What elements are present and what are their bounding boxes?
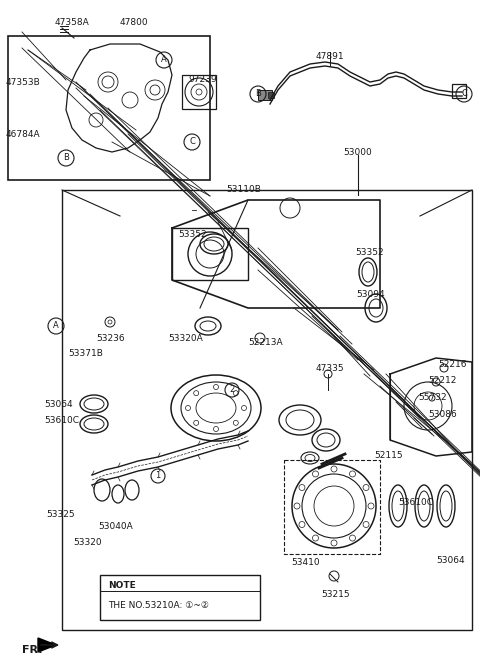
Text: 53094: 53094 (356, 290, 384, 299)
Text: A: A (53, 321, 59, 331)
Text: 53086: 53086 (428, 410, 457, 419)
Text: 47891: 47891 (316, 52, 344, 61)
Text: 53236: 53236 (96, 334, 125, 343)
Text: 46784A: 46784A (6, 130, 41, 139)
Text: FR.: FR. (22, 645, 43, 655)
Text: 53325: 53325 (46, 510, 74, 519)
Text: 47358A: 47358A (55, 18, 90, 27)
Text: 53040A: 53040A (98, 522, 133, 531)
Bar (268, 92, 274, 98)
Text: 1: 1 (156, 472, 161, 480)
Bar (8, 36, 210, 180)
Text: 97239: 97239 (188, 75, 216, 84)
Text: 53064: 53064 (436, 556, 465, 565)
Bar (452, 84, 466, 98)
Bar (100, 575, 260, 620)
Bar (172, 228, 248, 280)
Text: 47335: 47335 (316, 364, 345, 373)
Text: 53371B: 53371B (68, 349, 103, 358)
Text: 53352: 53352 (355, 248, 384, 257)
Text: THE NO.53210A: ①~②: THE NO.53210A: ①~② (108, 601, 209, 609)
Bar (258, 90, 272, 100)
Text: 55732: 55732 (418, 393, 446, 402)
Text: 53320A: 53320A (168, 334, 204, 343)
Text: 53215: 53215 (322, 590, 350, 599)
Text: 47353B: 47353B (6, 78, 41, 87)
Text: 2: 2 (229, 385, 235, 395)
Text: 47800: 47800 (120, 18, 149, 27)
Bar (62, 190, 472, 630)
Text: NOTE: NOTE (108, 580, 136, 589)
Text: 52212: 52212 (428, 376, 456, 385)
Text: 53000: 53000 (344, 148, 372, 157)
Text: 52216: 52216 (438, 360, 467, 369)
Text: 53410: 53410 (292, 558, 320, 567)
Text: B: B (63, 154, 69, 162)
Text: C: C (189, 138, 195, 146)
Text: 53610C: 53610C (44, 416, 79, 425)
Polygon shape (38, 638, 56, 652)
Text: 53352: 53352 (178, 230, 206, 239)
Text: 53610C: 53610C (398, 498, 433, 507)
Text: 52115: 52115 (374, 451, 403, 460)
Text: 53064: 53064 (44, 400, 72, 409)
Text: C: C (461, 90, 467, 98)
Text: 53320: 53320 (74, 538, 102, 547)
Text: B: B (255, 90, 261, 98)
Bar (182, 75, 216, 109)
Text: A: A (161, 55, 167, 65)
Text: 53110B: 53110B (227, 185, 262, 194)
Text: 52213A: 52213A (248, 338, 283, 347)
